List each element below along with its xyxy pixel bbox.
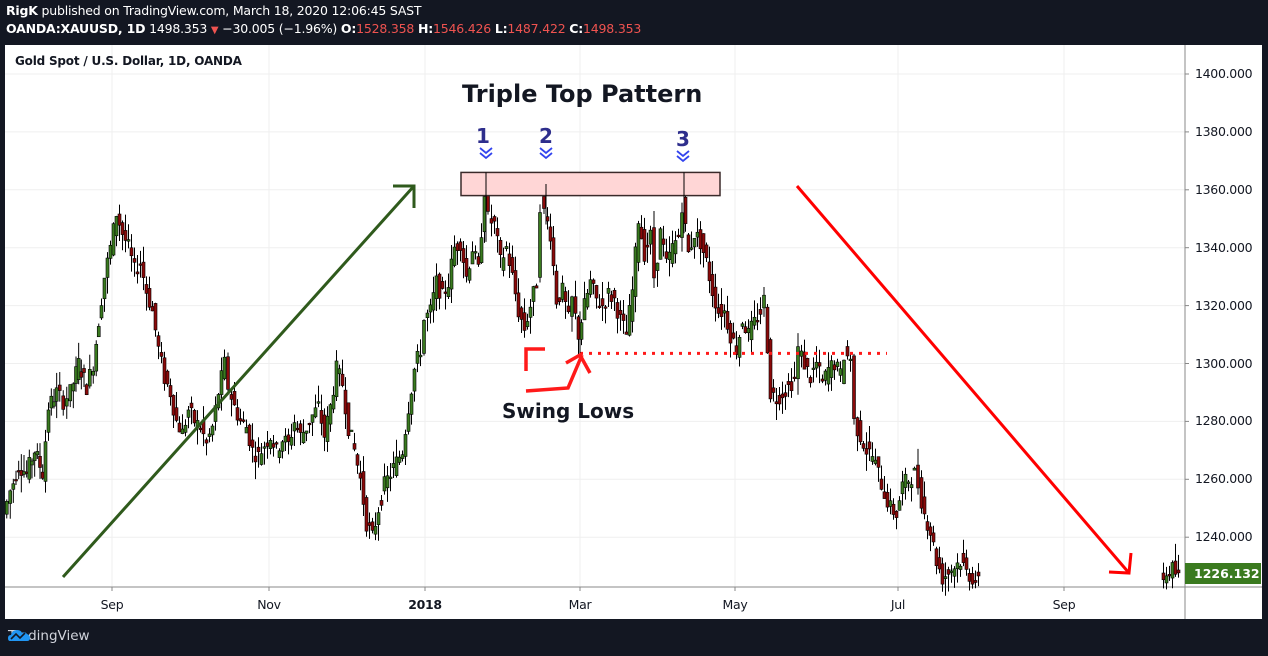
high-value: 1546.426 <box>433 21 492 36</box>
open-value: 1528.358 <box>356 21 415 36</box>
down-triangle-icon: ▼ <box>210 25 219 36</box>
time-tick-label: Sep <box>1052 597 1076 612</box>
top-1-label: 1 <box>476 124 490 148</box>
high-label: H: <box>417 21 434 36</box>
symbol-info: OANDA:XAUUSD, 1D 1498.353 ▼ −30.005 (−1.… <box>6 21 641 36</box>
time-tick-label: Sep <box>100 597 124 612</box>
price-tick-label: 1240.000 <box>1195 529 1253 545</box>
open-label: O: <box>340 21 357 36</box>
low-value: 1487.422 <box>507 21 566 36</box>
chevron-down-icon <box>479 147 493 155</box>
close-label: C: <box>569 21 584 36</box>
price-tick-label: 1340.000 <box>1195 239 1253 255</box>
time-tick-label: May <box>722 597 748 612</box>
close-value: 1498.353 <box>583 21 642 36</box>
swing-low-arrows[interactable] <box>524 347 592 393</box>
time-tick-label: Mar <box>568 597 592 612</box>
last-price-badge: 1226.132 <box>1185 563 1261 584</box>
price-tick-label: 1360.000 <box>1195 181 1253 197</box>
chart-frame[interactable]: Gold Spot / U.S. Dollar, 1D, OANDA 1400.… <box>5 45 1262 619</box>
price-tick-label: 1320.000 <box>1195 297 1253 313</box>
chevron-down-icon <box>539 147 553 155</box>
chevron-down-icon <box>479 152 493 160</box>
chevron-down-icon <box>676 150 690 158</box>
top-3-label: 3 <box>676 127 690 151</box>
chevron-down-icon <box>539 152 553 160</box>
resistance-zone[interactable] <box>460 171 721 197</box>
price-tick-label: 1380.000 <box>1195 123 1253 139</box>
tradingview-cloud-icon <box>8 630 30 641</box>
downtrend-arrow[interactable] <box>795 185 1133 575</box>
publish-info: RigK published on TradingView.com, March… <box>6 3 422 18</box>
price-tick-label: 1300.000 <box>1195 355 1253 371</box>
candles <box>5 186 1181 596</box>
grid <box>5 45 1185 587</box>
top-2-label: 2 <box>539 124 553 148</box>
chevron-down-icon <box>676 155 690 163</box>
chart-canvas[interactable] <box>5 45 1262 619</box>
price-tick-label: 1260.000 <box>1195 471 1253 487</box>
author-name: RigK <box>6 3 38 18</box>
chart-title: Gold Spot / U.S. Dollar, 1D, OANDA <box>15 54 242 68</box>
uptrend-arrow[interactable] <box>61 184 416 579</box>
low-label: L: <box>494 21 508 36</box>
published-text: published on TradingView.com, March 18, … <box>41 3 422 18</box>
pattern-title: Triple Top Pattern <box>462 80 703 108</box>
time-tick-label: Jul <box>890 597 906 612</box>
change-value: −30.005 (−1.96%) <box>222 21 338 36</box>
time-tick-label: 2018 <box>408 597 442 612</box>
price-tick-label: 1280.000 <box>1195 413 1253 429</box>
price-tick-label: 1400.000 <box>1195 66 1253 81</box>
symbol-label: OANDA:XAUUSD, 1D <box>6 21 146 36</box>
footer-brand[interactable]: TradingView <box>8 628 90 644</box>
last-value: 1498.353 <box>149 21 208 36</box>
swing-lows-label: Swing Lows <box>502 399 635 423</box>
time-tick-label: Nov <box>257 597 281 612</box>
